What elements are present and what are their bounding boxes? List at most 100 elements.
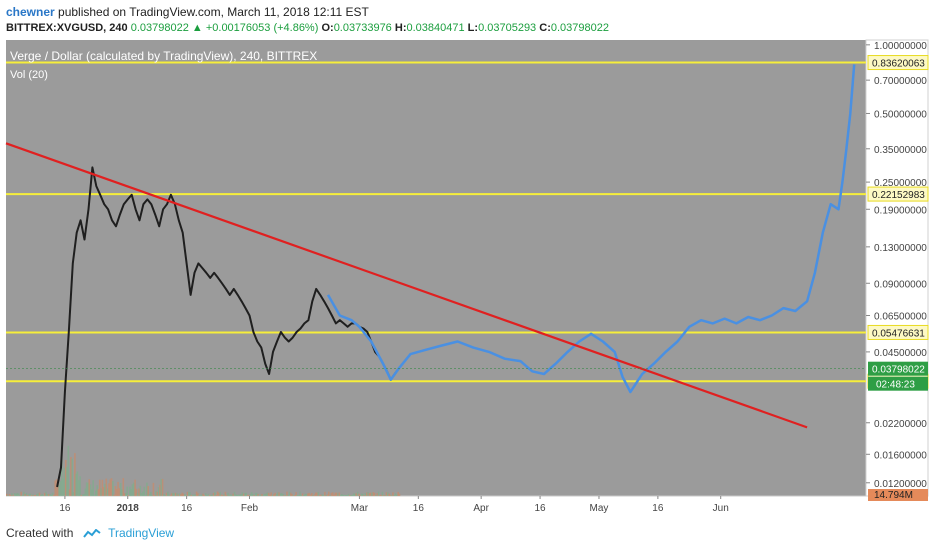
volume-bar (309, 494, 312, 496)
volume-bar (169, 495, 172, 496)
volume-bar (310, 493, 313, 496)
volume-bar (170, 493, 173, 496)
volume-bar (212, 492, 215, 496)
volume-bar (26, 495, 29, 496)
volume-bar (240, 494, 242, 496)
volume-bar (257, 493, 259, 496)
volume-bar (168, 494, 170, 496)
volume-bar (21, 495, 24, 496)
volume-bar (15, 493, 17, 496)
volume-bar (187, 491, 190, 496)
volume-bar (113, 494, 115, 496)
volume-bar (290, 492, 292, 496)
volume-bar (136, 492, 139, 496)
volume-bar (204, 493, 207, 496)
volume-bar (129, 486, 131, 496)
volume-bar (173, 493, 176, 496)
volume-bar (314, 492, 317, 496)
volume-bar (241, 492, 244, 496)
volume-bar (288, 491, 291, 496)
volume-bar (88, 479, 91, 496)
volume-bar (235, 494, 237, 496)
volume-bar (265, 493, 267, 496)
volume-bar (20, 491, 22, 496)
volume-bar (316, 492, 318, 496)
volume-bar (30, 495, 33, 496)
volume-bar (282, 493, 284, 496)
volume-bar (261, 493, 263, 496)
volume-bar (199, 495, 202, 496)
volume-bar (352, 493, 355, 496)
volume-bar (271, 494, 274, 496)
volume-bar (263, 493, 266, 496)
volume-bar (270, 492, 273, 496)
close-label: C: (539, 22, 551, 34)
volume-bar (131, 484, 134, 496)
volume-bar (161, 478, 164, 496)
volume-bar (329, 495, 331, 496)
volume-bar (397, 491, 399, 496)
volume-bar (157, 487, 160, 496)
volume-bar (119, 483, 122, 496)
volume-bar (371, 492, 373, 496)
volume-bar (330, 492, 333, 496)
volume-bar (292, 495, 295, 496)
volume-bar (322, 494, 325, 496)
volume-bar (236, 495, 238, 496)
volume-bar (97, 489, 100, 496)
volume-bar (279, 493, 282, 496)
volume-bar (359, 495, 362, 496)
volume-bar (71, 458, 74, 496)
volume-bar (208, 495, 211, 496)
y-tick-label: 0.35000000 (874, 145, 927, 156)
volume-bar (206, 495, 208, 496)
current-price-box (868, 361, 928, 376)
volume-bar (140, 493, 143, 496)
publish-info: chewner published on TradingView.com, Ma… (6, 5, 369, 19)
volume-bar (46, 494, 49, 496)
volume-bar (250, 492, 253, 496)
volume-bar (283, 495, 286, 496)
volume-bar (367, 492, 369, 496)
volume-bar (258, 495, 261, 496)
volume-bar (25, 492, 28, 496)
volume-bar (135, 488, 138, 496)
volume-bar (75, 473, 77, 496)
y-tick-label: 0.09000000 (874, 279, 927, 290)
volume-bar (386, 492, 389, 496)
volume-bar (305, 493, 308, 496)
volume-bar (165, 492, 168, 496)
volume-bar (269, 495, 271, 496)
current-price-label: 0.03798022 (872, 365, 925, 376)
volume-bar (238, 494, 241, 496)
volume-bar (337, 493, 339, 496)
volume-bar (19, 495, 21, 496)
volume-bar (252, 493, 254, 496)
author-name[interactable]: chewner (6, 5, 55, 19)
volume-bar (273, 494, 275, 496)
volume-bar (144, 495, 147, 496)
x-tick-label: 16 (535, 503, 547, 514)
brand-name[interactable]: TradingView (108, 526, 175, 540)
volume-bar (341, 494, 343, 496)
volume-bar (266, 492, 269, 496)
volume-bar (363, 495, 365, 496)
volume-bar (325, 495, 327, 496)
volume-bar (313, 494, 316, 496)
level-label-box (867, 186, 929, 202)
volume-bar (362, 493, 364, 496)
volume-bar (85, 482, 88, 496)
volume-bar (96, 485, 98, 496)
volume-bar (299, 491, 301, 496)
volume-bar (215, 495, 218, 496)
volume-bar (55, 479, 58, 496)
volume-bar (42, 495, 45, 496)
price-series-blue (326, 64, 856, 394)
volume-bar (278, 492, 280, 496)
volume-bar (50, 494, 53, 496)
volume-bar (300, 495, 303, 496)
volume-bar (328, 491, 330, 496)
volume-bar (49, 493, 51, 496)
price-chart[interactable]: 1.00000000 0.70000000 0.50000000 0.35000000… (0, 38, 932, 518)
volume-bar (142, 491, 144, 496)
